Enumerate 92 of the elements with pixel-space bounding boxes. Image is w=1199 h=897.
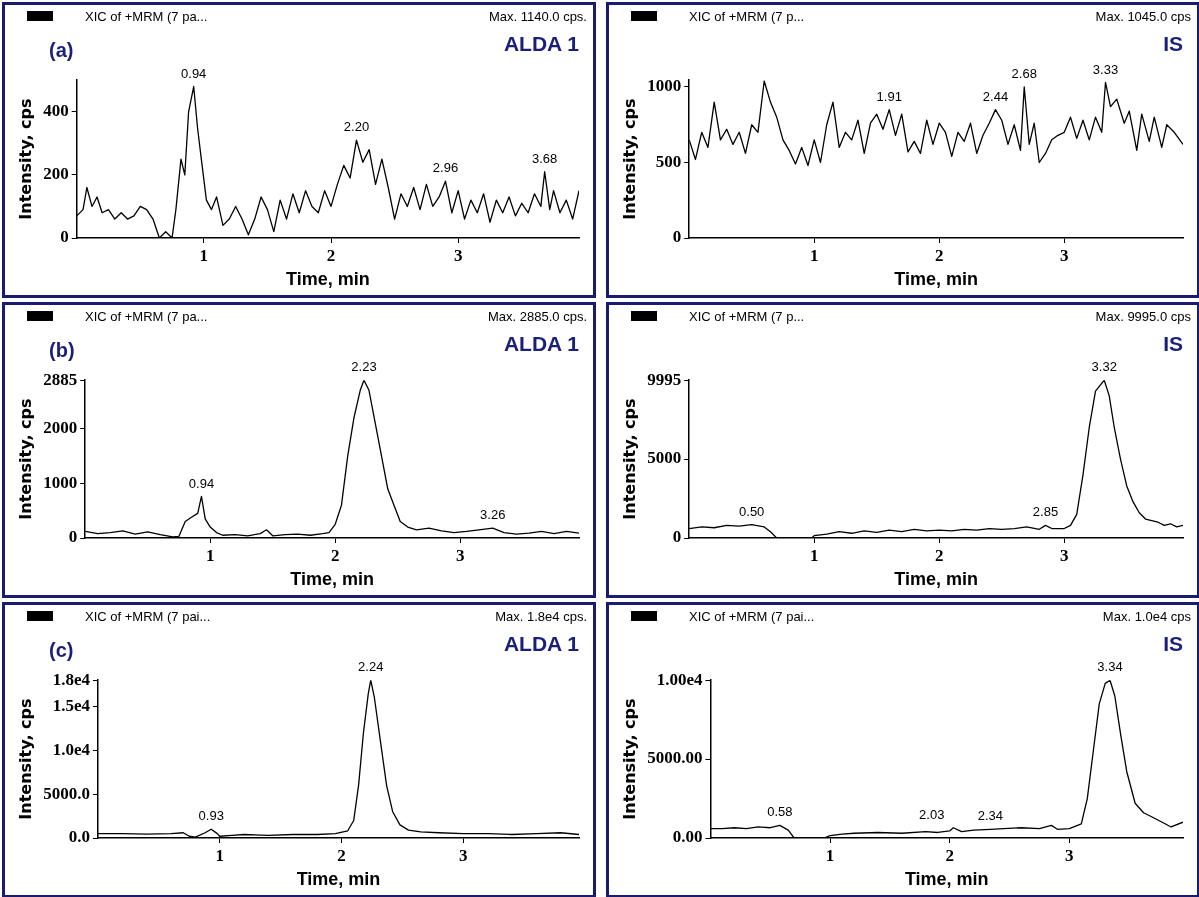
annotation: 3.32	[1091, 359, 1117, 375]
text: XIC of +MRM (7 pa...	[85, 309, 208, 324]
y-axis-title: Intensity, cps	[15, 698, 35, 820]
x-tick-label: 1	[809, 245, 819, 265]
x-tick-label: 1	[825, 845, 835, 865]
x-axis-title: Time, min	[894, 269, 978, 290]
text: XIC of +MRM (7 p...	[689, 309, 805, 324]
text: (c)	[49, 639, 74, 662]
y-tick-label: 1.8e4	[52, 669, 91, 689]
y-tick-label: 500	[655, 151, 682, 171]
y-tick-label: 5000.00	[647, 748, 703, 768]
x-tick-label: 3	[1065, 845, 1074, 865]
y-tick-label: 9995	[647, 369, 682, 389]
annotation: 3.26	[480, 507, 506, 523]
chart-title: IS	[1163, 632, 1183, 656]
x-axis-title: Time, min	[904, 869, 989, 890]
text: XIC of +MRM (7 pai...	[85, 609, 211, 624]
annotation: 2.85	[1032, 504, 1059, 520]
annotation: 3.68	[532, 150, 558, 166]
text: Max. 1.8e4 cps.	[495, 609, 587, 624]
chart-title: ALDA 1	[503, 32, 580, 56]
annotation: 3.34	[1097, 659, 1123, 675]
x-tick-label: 3	[453, 245, 463, 265]
y-tick-label: 0	[672, 527, 682, 547]
x-tick-label: 2	[945, 845, 954, 865]
x-axis-title: Time, min	[290, 569, 374, 590]
y-tick-label: 1000	[43, 472, 78, 492]
y-axis-title: Intensity, cps	[15, 98, 35, 220]
x-tick-label: 3	[1059, 245, 1069, 265]
annotation: 0.93	[198, 808, 224, 824]
y-tick-label: 2000	[43, 418, 78, 437]
y-tick-label: 0	[672, 227, 682, 247]
y-axis-title: Intensity, cps	[15, 398, 35, 520]
chart-title: ALDA 1	[503, 632, 580, 656]
x-axis-title: Time, min	[286, 269, 370, 290]
annotation: 2.23	[351, 359, 377, 375]
text: XIC of +MRM (7 p...	[689, 9, 805, 24]
chart-title: IS	[1163, 32, 1183, 56]
text: Max. 1045.0 cps	[1095, 9, 1191, 24]
annotation: 2.34	[977, 807, 1004, 823]
text: Max. 2885.0 cps.	[488, 309, 587, 324]
y-tick-label: 0	[68, 527, 78, 547]
annotation: 3.33	[1092, 61, 1119, 77]
y-tick-label: 1.0e4	[52, 739, 91, 759]
x-tick-label: 3	[1059, 545, 1069, 565]
y-tick-label: 0.0	[68, 827, 90, 847]
annotation: 0.50	[739, 503, 765, 519]
x-tick-label: 1	[809, 545, 819, 565]
y-tick-label: 2885	[43, 369, 78, 389]
y-tick-label: 0.00	[672, 827, 703, 847]
x-tick-label: 1	[199, 245, 209, 265]
x-axis-title: Time, min	[894, 569, 978, 590]
y-tick-label: 1000	[647, 76, 682, 96]
text: (a)	[49, 39, 74, 62]
x-tick-label: 1	[215, 845, 224, 865]
annotation: 2.24	[358, 659, 384, 675]
chart-title: IS	[1163, 332, 1183, 356]
y-tick-label: 5000.0	[43, 783, 90, 803]
x-tick-label: 2	[934, 545, 944, 565]
y-axis-title: Intensity, cps	[619, 698, 639, 820]
x-axis-title: Time, min	[296, 869, 381, 890]
x-tick-label: 2	[326, 245, 336, 265]
y-tick-label: 400	[43, 101, 69, 121]
y-axis-title: Intensity, cps	[619, 398, 639, 520]
y-tick-label: 1.5e4	[52, 695, 91, 715]
x-tick-label: 3	[455, 545, 465, 565]
x-tick-label: 1	[205, 545, 215, 565]
annotation: 2.20	[343, 119, 370, 135]
annotation: 0.94	[181, 65, 207, 81]
y-tick-label: 200	[43, 164, 69, 184]
text: XIC of +MRM (7 pai...	[689, 609, 815, 624]
annotation: 2.96	[432, 160, 459, 176]
y-axis-title: Intensity, cps	[619, 98, 639, 220]
y-tick-label: 5000	[647, 448, 682, 468]
annotation: 2.44	[982, 88, 1009, 104]
annotation: 0.94	[188, 475, 215, 491]
x-tick-label: 2	[330, 545, 340, 565]
text: XIC of +MRM (7 pa...	[85, 9, 208, 24]
annotation: 1.91	[876, 88, 902, 104]
chart-title: ALDA 1	[503, 332, 580, 356]
text: Max. 1140.0 cps.	[488, 9, 587, 24]
annotation: 2.03	[919, 806, 945, 822]
annotation: 2.68	[1011, 66, 1037, 82]
x-tick-label: 3	[459, 845, 468, 865]
text: (b)	[49, 339, 75, 362]
text: Max. 9995.0 cps	[1095, 309, 1191, 324]
y-tick-label: 0	[60, 227, 69, 247]
annotation: 0.58	[767, 804, 793, 820]
text: Max. 1.0e4 cps	[1102, 609, 1191, 624]
y-tick-label: 1.00e4	[656, 669, 703, 689]
x-tick-label: 2	[337, 845, 346, 865]
x-tick-label: 2	[934, 245, 944, 265]
